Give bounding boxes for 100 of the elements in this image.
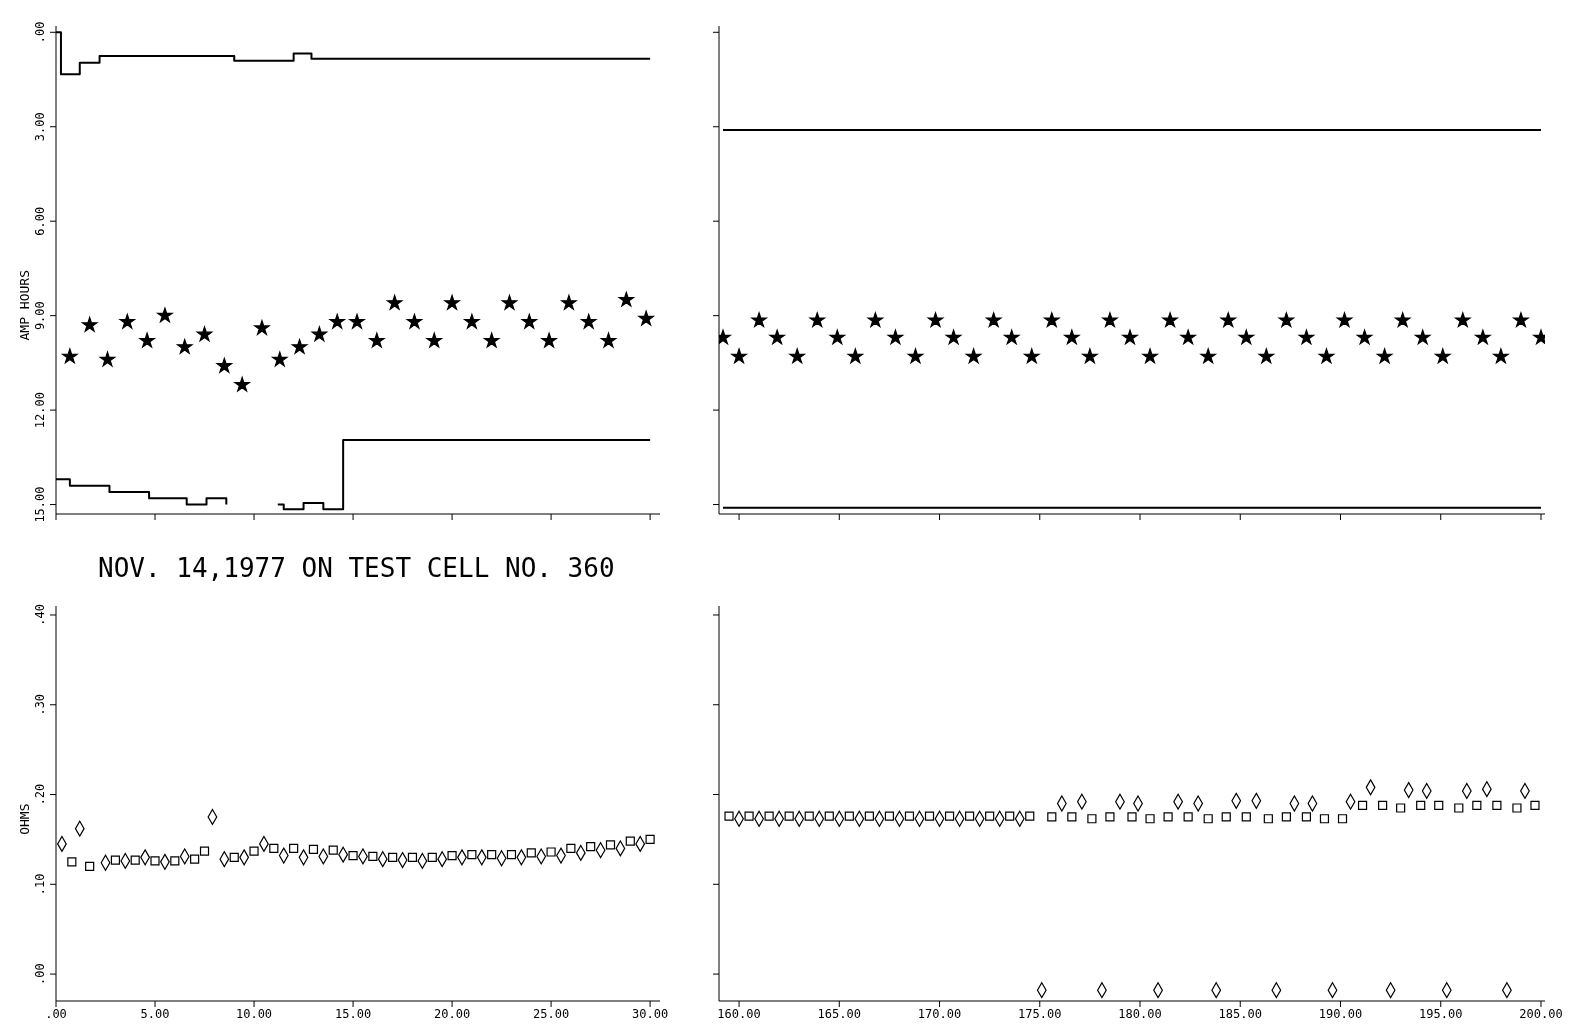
point — [784, 811, 794, 821]
x-tick-label: 25.00 — [533, 1006, 570, 1021]
point — [1301, 812, 1312, 822]
point — [521, 313, 538, 329]
point — [1263, 814, 1273, 824]
y-tick-label: .20 — [33, 783, 47, 806]
x-tick-label: 15.00 — [334, 1006, 372, 1021]
point — [965, 811, 975, 821]
point — [216, 357, 233, 373]
point — [526, 848, 536, 858]
point — [625, 836, 635, 846]
point — [1127, 812, 1137, 822]
point — [1241, 812, 1251, 822]
point — [67, 857, 77, 867]
chart-title: NOV. 14,1977 ON TEST CELL NO. 360 — [97, 552, 616, 585]
point — [586, 841, 596, 852]
point — [328, 845, 338, 855]
point — [618, 291, 635, 307]
point — [291, 338, 308, 354]
x-tick-label: 160.00 — [717, 1006, 761, 1021]
point — [638, 310, 654, 326]
point — [501, 294, 518, 310]
x-tick-label: 190.00 — [1318, 1006, 1363, 1021]
x-tick-label: 175.00 — [1018, 1006, 1062, 1021]
point — [864, 811, 874, 821]
point — [804, 811, 814, 821]
point — [150, 856, 160, 866]
point — [1047, 812, 1057, 822]
point — [844, 811, 854, 821]
point — [483, 332, 500, 348]
point — [1087, 814, 1097, 824]
y-tick-label: .00 — [33, 963, 47, 985]
point — [1025, 811, 1035, 821]
point — [600, 332, 617, 348]
point — [1319, 814, 1330, 824]
point — [254, 320, 270, 335]
point — [487, 850, 497, 860]
x-tick-label: 170.00 — [917, 1006, 962, 1021]
point — [329, 313, 345, 329]
point — [764, 811, 774, 821]
point — [1105, 812, 1115, 822]
point — [645, 834, 655, 845]
point — [196, 326, 213, 342]
point — [1005, 811, 1015, 821]
point — [311, 326, 328, 342]
point — [1357, 800, 1368, 810]
point — [1203, 814, 1213, 824]
point — [824, 811, 834, 821]
point — [1492, 800, 1502, 810]
point — [348, 850, 358, 861]
y-axis-title: OHMS — [16, 803, 32, 835]
x-tick-label: 10.00 — [235, 1006, 273, 1021]
point — [467, 850, 477, 860]
x-tick-label: 200.00 — [1519, 1006, 1563, 1021]
point — [1530, 800, 1540, 810]
x-tick-label: 165.00 — [817, 1006, 861, 1021]
point — [386, 294, 403, 310]
point — [139, 332, 155, 348]
point — [1281, 812, 1291, 822]
point — [1067, 812, 1077, 822]
point — [1512, 803, 1522, 813]
point — [369, 332, 385, 348]
y-tick-label: 6.00 — [33, 206, 47, 236]
point — [566, 843, 576, 853]
x-tick-label: 20.00 — [434, 1006, 471, 1021]
point — [176, 338, 193, 354]
point — [1472, 800, 1482, 810]
point — [464, 313, 480, 329]
point — [561, 294, 577, 310]
y-tick-label: .40 — [33, 604, 47, 626]
x-tick-label: .00 — [45, 1006, 67, 1021]
point — [427, 852, 437, 862]
point — [190, 854, 200, 864]
point — [724, 811, 734, 821]
point — [744, 811, 754, 821]
x-tick-label: 180.00 — [1118, 1006, 1162, 1021]
x-tick-label: 30.00 — [632, 1006, 669, 1021]
point — [199, 846, 210, 856]
point — [447, 850, 457, 861]
point — [272, 351, 288, 367]
point — [406, 313, 423, 329]
point — [506, 850, 517, 860]
point — [1378, 800, 1388, 810]
point — [985, 811, 995, 821]
point — [368, 851, 378, 862]
point — [157, 307, 173, 323]
y-tick-label: 3.00 — [33, 112, 47, 142]
point — [249, 846, 259, 856]
point — [1396, 803, 1406, 813]
point — [426, 332, 443, 348]
point — [1145, 814, 1155, 824]
point — [1163, 812, 1173, 822]
point — [81, 316, 98, 332]
point — [541, 332, 557, 348]
point — [170, 856, 180, 866]
y-tick-label: .00 — [33, 21, 47, 44]
point — [1434, 800, 1444, 810]
y-tick-label: 9.00 — [33, 301, 47, 331]
y-tick-label: .10 — [33, 873, 47, 896]
point — [62, 348, 78, 364]
